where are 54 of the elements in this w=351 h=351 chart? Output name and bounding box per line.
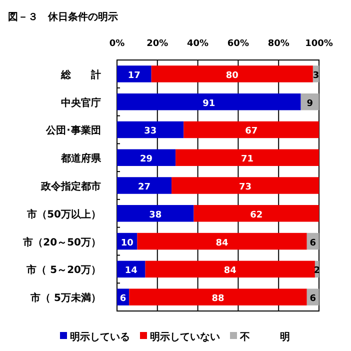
bar bbox=[184, 121, 319, 138]
data-label: 88 bbox=[212, 294, 224, 304]
y-tick-label: 市（50万以上） bbox=[26, 208, 101, 220]
data-label: 71 bbox=[241, 154, 254, 165]
y-tick-label: 市（20～50万） bbox=[22, 236, 101, 248]
bar bbox=[145, 260, 315, 278]
x-tick-label: 60% bbox=[227, 39, 249, 49]
data-label: 62 bbox=[250, 210, 263, 220]
data-label: 67 bbox=[245, 126, 258, 137]
data-label: 6 bbox=[310, 238, 316, 248]
data-label: 6 bbox=[310, 294, 316, 304]
y-tick-label: 市（ 5万未満） bbox=[30, 292, 101, 304]
bar bbox=[172, 177, 319, 194]
data-label: 33 bbox=[144, 126, 157, 137]
x-tick-label: 40% bbox=[187, 39, 209, 49]
legend-label: 明示していない bbox=[150, 331, 220, 343]
data-label: 84 bbox=[224, 266, 236, 276]
data-label: 73 bbox=[239, 182, 252, 192]
x-tick-label: 0% bbox=[109, 39, 125, 49]
legend-label: 明示している bbox=[70, 331, 130, 343]
bar bbox=[176, 149, 319, 166]
y-tick-label: 政令指定都市 bbox=[40, 180, 101, 192]
data-label: 91 bbox=[202, 98, 216, 109]
chart-title: 図－３ 休日条件の明示 bbox=[8, 11, 118, 23]
y-tick-label: 市（ 5～20万） bbox=[26, 264, 101, 276]
bar bbox=[129, 288, 307, 306]
data-label: 29 bbox=[140, 154, 153, 165]
legend-label: 不 明 bbox=[239, 331, 290, 343]
data-label: 80 bbox=[226, 70, 238, 81]
x-tick-label: 100% bbox=[305, 39, 333, 49]
bar bbox=[117, 177, 172, 194]
data-label: 17 bbox=[128, 70, 140, 81]
y-tick-label: 都道府県 bbox=[60, 152, 102, 165]
bar bbox=[117, 66, 152, 82]
x-tick-label: 80% bbox=[268, 39, 290, 49]
x-tick-label: 20% bbox=[146, 39, 168, 49]
bar bbox=[117, 121, 184, 138]
bar bbox=[117, 205, 194, 222]
bar bbox=[151, 66, 313, 82]
data-label: 38 bbox=[149, 210, 162, 220]
data-label: 9 bbox=[306, 98, 314, 109]
y-tick-label: 総 計 bbox=[60, 68, 101, 81]
bar bbox=[137, 232, 307, 250]
y-tick-label: 中央官庁 bbox=[61, 96, 101, 109]
bar bbox=[117, 93, 301, 110]
data-label: 14 bbox=[124, 266, 138, 276]
y-tick-label: 公団･事業団 bbox=[45, 124, 101, 137]
data-label: 10 bbox=[120, 238, 134, 248]
bar bbox=[194, 205, 319, 222]
data-label: 84 bbox=[216, 238, 228, 248]
data-label: 3 bbox=[312, 70, 320, 81]
bar bbox=[117, 149, 176, 166]
data-label: 6 bbox=[120, 294, 126, 304]
data-label: 27 bbox=[138, 182, 151, 192]
